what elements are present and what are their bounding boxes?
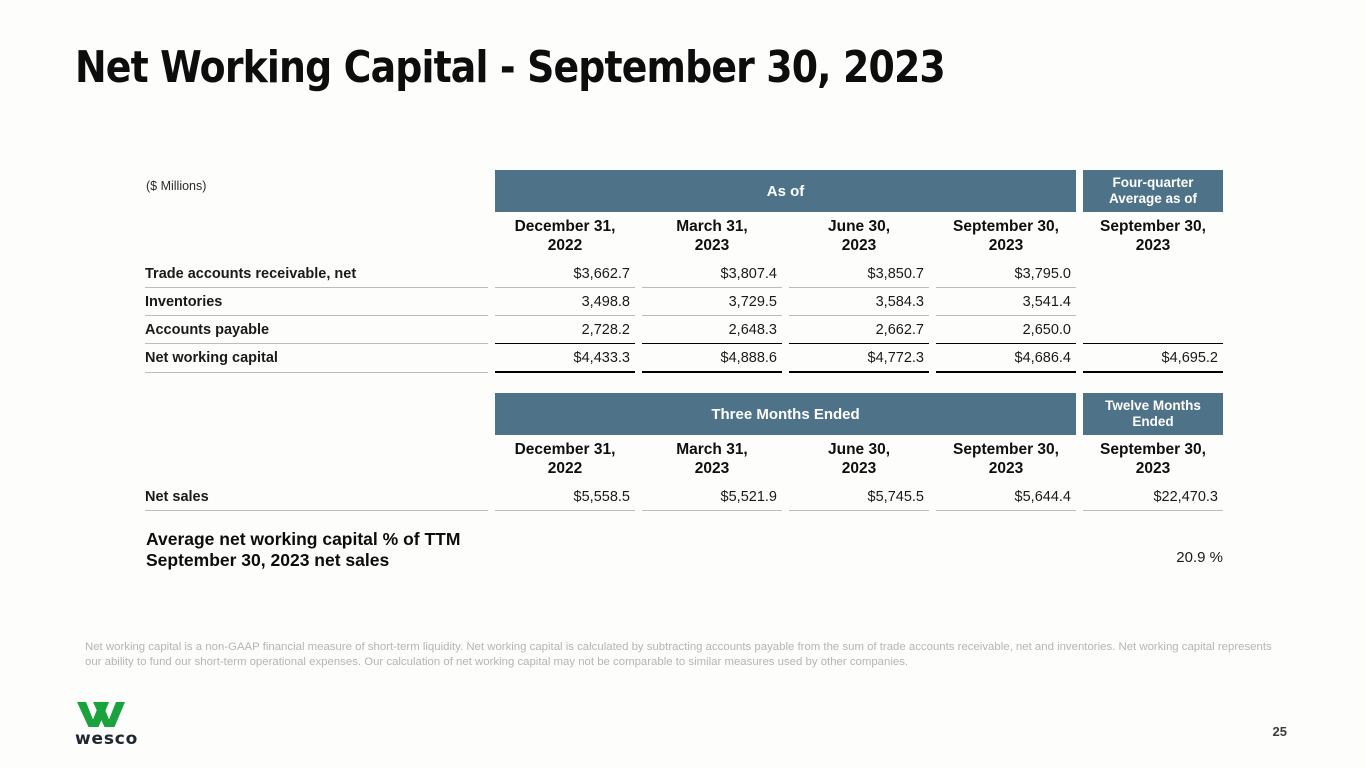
- cell-value: $5,558.5: [495, 483, 635, 511]
- spacer-cell: [145, 393, 488, 435]
- cell-value: $4,695.2: [1083, 344, 1223, 373]
- non-gaap-footnote: Net working capital is a non-GAAP financ…: [85, 641, 1272, 668]
- cell-value: $4,686.4: [936, 344, 1076, 373]
- cell-value: 3,584.3: [789, 288, 929, 316]
- row-label: Accounts payable: [145, 316, 488, 344]
- three-months-ended-group-header: Three Months Ended: [495, 393, 1076, 435]
- row-label: Inventories: [145, 288, 488, 316]
- row-label: Trade accounts receivable, net: [145, 260, 488, 288]
- column-header-row: December 31, 2022 March 31, 2023 June 30…: [145, 212, 1223, 260]
- column-header: June 30, 2023: [827, 441, 891, 478]
- cell-value: [1083, 288, 1223, 316]
- cell-value: $5,644.4: [936, 483, 1076, 511]
- page-title: Net Working Capital - September 30, 2023: [75, 42, 946, 93]
- cell-value: 2,728.2: [495, 316, 635, 344]
- row-label: Net working capital: [145, 344, 488, 373]
- cell-value: [1083, 316, 1223, 344]
- cell-value: $5,745.5: [789, 483, 929, 511]
- cell-value: $4,772.3: [789, 344, 929, 373]
- column-header: September 30, 2023: [1100, 218, 1206, 255]
- cell-value: $4,433.3: [495, 344, 635, 373]
- group-header-row: Three Months Ended Twelve Months Ended: [145, 393, 1223, 435]
- table-row: Net sales $5,558.5 $5,521.9 $5,745.5 $5,…: [145, 483, 1223, 511]
- wesco-logo: wesco: [75, 700, 138, 748]
- table-row: Accounts payable 2,728.2 2,648.3 2,662.7…: [145, 316, 1223, 344]
- cell-value: 2,648.3: [642, 316, 782, 344]
- cell-value: $22,470.3: [1083, 483, 1223, 511]
- spacer-cell: [145, 212, 488, 260]
- table-row: Trade accounts receivable, net $3,662.7 …: [145, 260, 1223, 288]
- four-quarter-average-group-header: Four-quarter Average as of: [1083, 170, 1223, 212]
- average-nwc-percent-label: Average net working capital % of TTM Sep…: [146, 529, 461, 570]
- cell-value: 3,541.4: [936, 288, 1076, 316]
- page-number: 25: [1272, 724, 1287, 739]
- group-header-row: As of Four-quarter Average as of: [145, 170, 1223, 212]
- wesco-w-icon: [75, 700, 138, 729]
- row-label: Net sales: [145, 483, 488, 511]
- column-header: June 30, 2023: [827, 218, 891, 255]
- column-header-row: December 31, 2022 March 31, 2023 June 30…: [145, 435, 1223, 483]
- column-header: September 30, 2023: [1100, 441, 1206, 478]
- cell-value: $3,795.0: [936, 260, 1076, 288]
- cell-value: 3,729.5: [642, 288, 782, 316]
- net-working-capital-table: As of Four-quarter Average as of Decembe…: [138, 170, 1230, 373]
- column-header: September 30, 2023: [953, 218, 1059, 255]
- column-header: September 30, 2023: [953, 441, 1059, 478]
- net-sales-table: Three Months Ended Twelve Months Ended D…: [138, 393, 1230, 511]
- cell-value: 3,498.8: [495, 288, 635, 316]
- as-of-group-header: As of: [495, 170, 1076, 212]
- average-nwc-percent-value: 20.9 %: [1176, 549, 1223, 566]
- cell-value: $3,850.7: [789, 260, 929, 288]
- units-label: ($ Millions): [146, 179, 207, 193]
- column-header: March 31, 2023: [676, 218, 748, 255]
- table-row: Inventories 3,498.8 3,729.5 3,584.3 3,54…: [145, 288, 1223, 316]
- column-header: December 31, 2022: [514, 441, 616, 478]
- cell-value: $4,888.6: [642, 344, 782, 373]
- cell-value: $3,662.7: [495, 260, 635, 288]
- cell-value: 2,650.0: [936, 316, 1076, 344]
- spacer-cell: [145, 170, 488, 212]
- cell-value: $3,807.4: [642, 260, 782, 288]
- wesco-wordmark: wesco: [75, 729, 139, 749]
- column-header: December 31, 2022: [514, 218, 616, 255]
- cell-value: $5,521.9: [642, 483, 782, 511]
- table-total-row: Net working capital $4,433.3 $4,888.6 $4…: [145, 344, 1223, 373]
- cell-value: 2,662.7: [789, 316, 929, 344]
- twelve-months-ended-group-header: Twelve Months Ended: [1083, 393, 1223, 435]
- spacer-cell: [145, 435, 488, 483]
- column-header: March 31, 2023: [676, 441, 748, 478]
- cell-value: [1083, 260, 1223, 288]
